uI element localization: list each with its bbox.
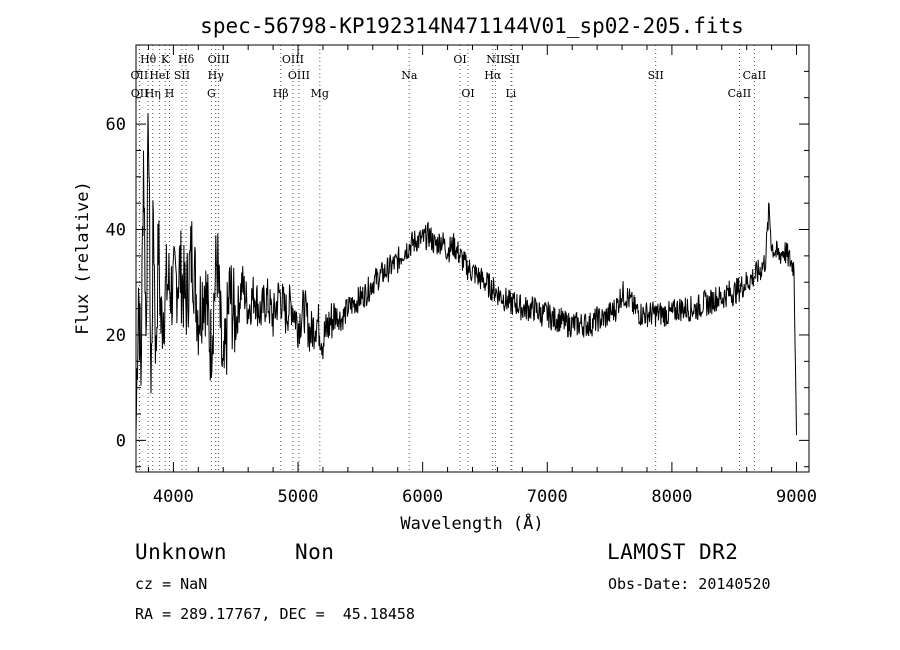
- spectrum-series: [135, 113, 797, 436]
- line-label: K: [161, 53, 170, 66]
- line-label: OIII: [208, 53, 230, 66]
- line-label: OI: [453, 53, 466, 66]
- axis-ticks: 4000 5000 6000 7000 8000 9000 0 20 40 60: [106, 44, 817, 507]
- line-label: NII: [486, 53, 504, 66]
- line-label: CaII: [743, 69, 767, 82]
- x-tick-label: 7000: [527, 487, 568, 507]
- line-label: H: [165, 87, 175, 100]
- line-label: G: [207, 87, 216, 100]
- redshift-label: cz = NaN: [135, 575, 208, 593]
- line-label: Na: [401, 69, 418, 82]
- line-label: OII: [131, 87, 149, 100]
- survey-label: LAMOST DR2: [607, 540, 739, 564]
- y-tick-label: 0: [116, 431, 126, 451]
- y-tick-label: 20: [106, 326, 126, 346]
- x-tick-label: 4000: [153, 487, 194, 507]
- line-label: Hδ: [178, 53, 195, 66]
- x-tick-label: 6000: [402, 487, 443, 507]
- line-label: Hγ: [208, 69, 225, 82]
- class-label: Unknown: [135, 540, 228, 564]
- chart-title: spec-56798-KP192314N471144V01_sp02-205.f…: [200, 14, 744, 38]
- y-tick-label: 40: [106, 221, 126, 241]
- x-tick-label: 8000: [651, 487, 692, 507]
- coordinates-label: RA = 289.17767, DEC = 45.18458: [135, 605, 415, 623]
- line-label: Hθ: [140, 53, 157, 66]
- line-label: OII: [131, 69, 149, 82]
- line-label: OI: [461, 87, 474, 100]
- line-label: Hη: [145, 87, 161, 100]
- x-axis-label: Wavelength (Å): [400, 512, 543, 534]
- y-tick-label: 60: [106, 115, 126, 135]
- line-label: Hβ: [273, 87, 289, 100]
- subclass-label: Non: [295, 540, 335, 564]
- x-tick-label: 9000: [776, 487, 817, 507]
- line-label: Hα: [484, 69, 502, 82]
- line-label: OIII: [282, 53, 304, 66]
- y-axis-label: Flux (relative): [73, 181, 93, 335]
- x-tick-label: 5000: [278, 487, 319, 507]
- plot-frame: [135, 44, 810, 473]
- line-label: CaII: [728, 87, 752, 100]
- obs-date-label: Obs-Date: 20140520: [608, 575, 771, 593]
- spectrum-line: [135, 113, 797, 436]
- line-label: SII: [504, 53, 520, 66]
- line-label: SII: [648, 69, 664, 82]
- line-label: SII: [174, 69, 190, 82]
- line-label: OIII: [288, 69, 310, 82]
- line-label: HeI: [149, 69, 169, 82]
- line-label: Mg: [311, 87, 329, 100]
- line-label: Li: [505, 87, 516, 100]
